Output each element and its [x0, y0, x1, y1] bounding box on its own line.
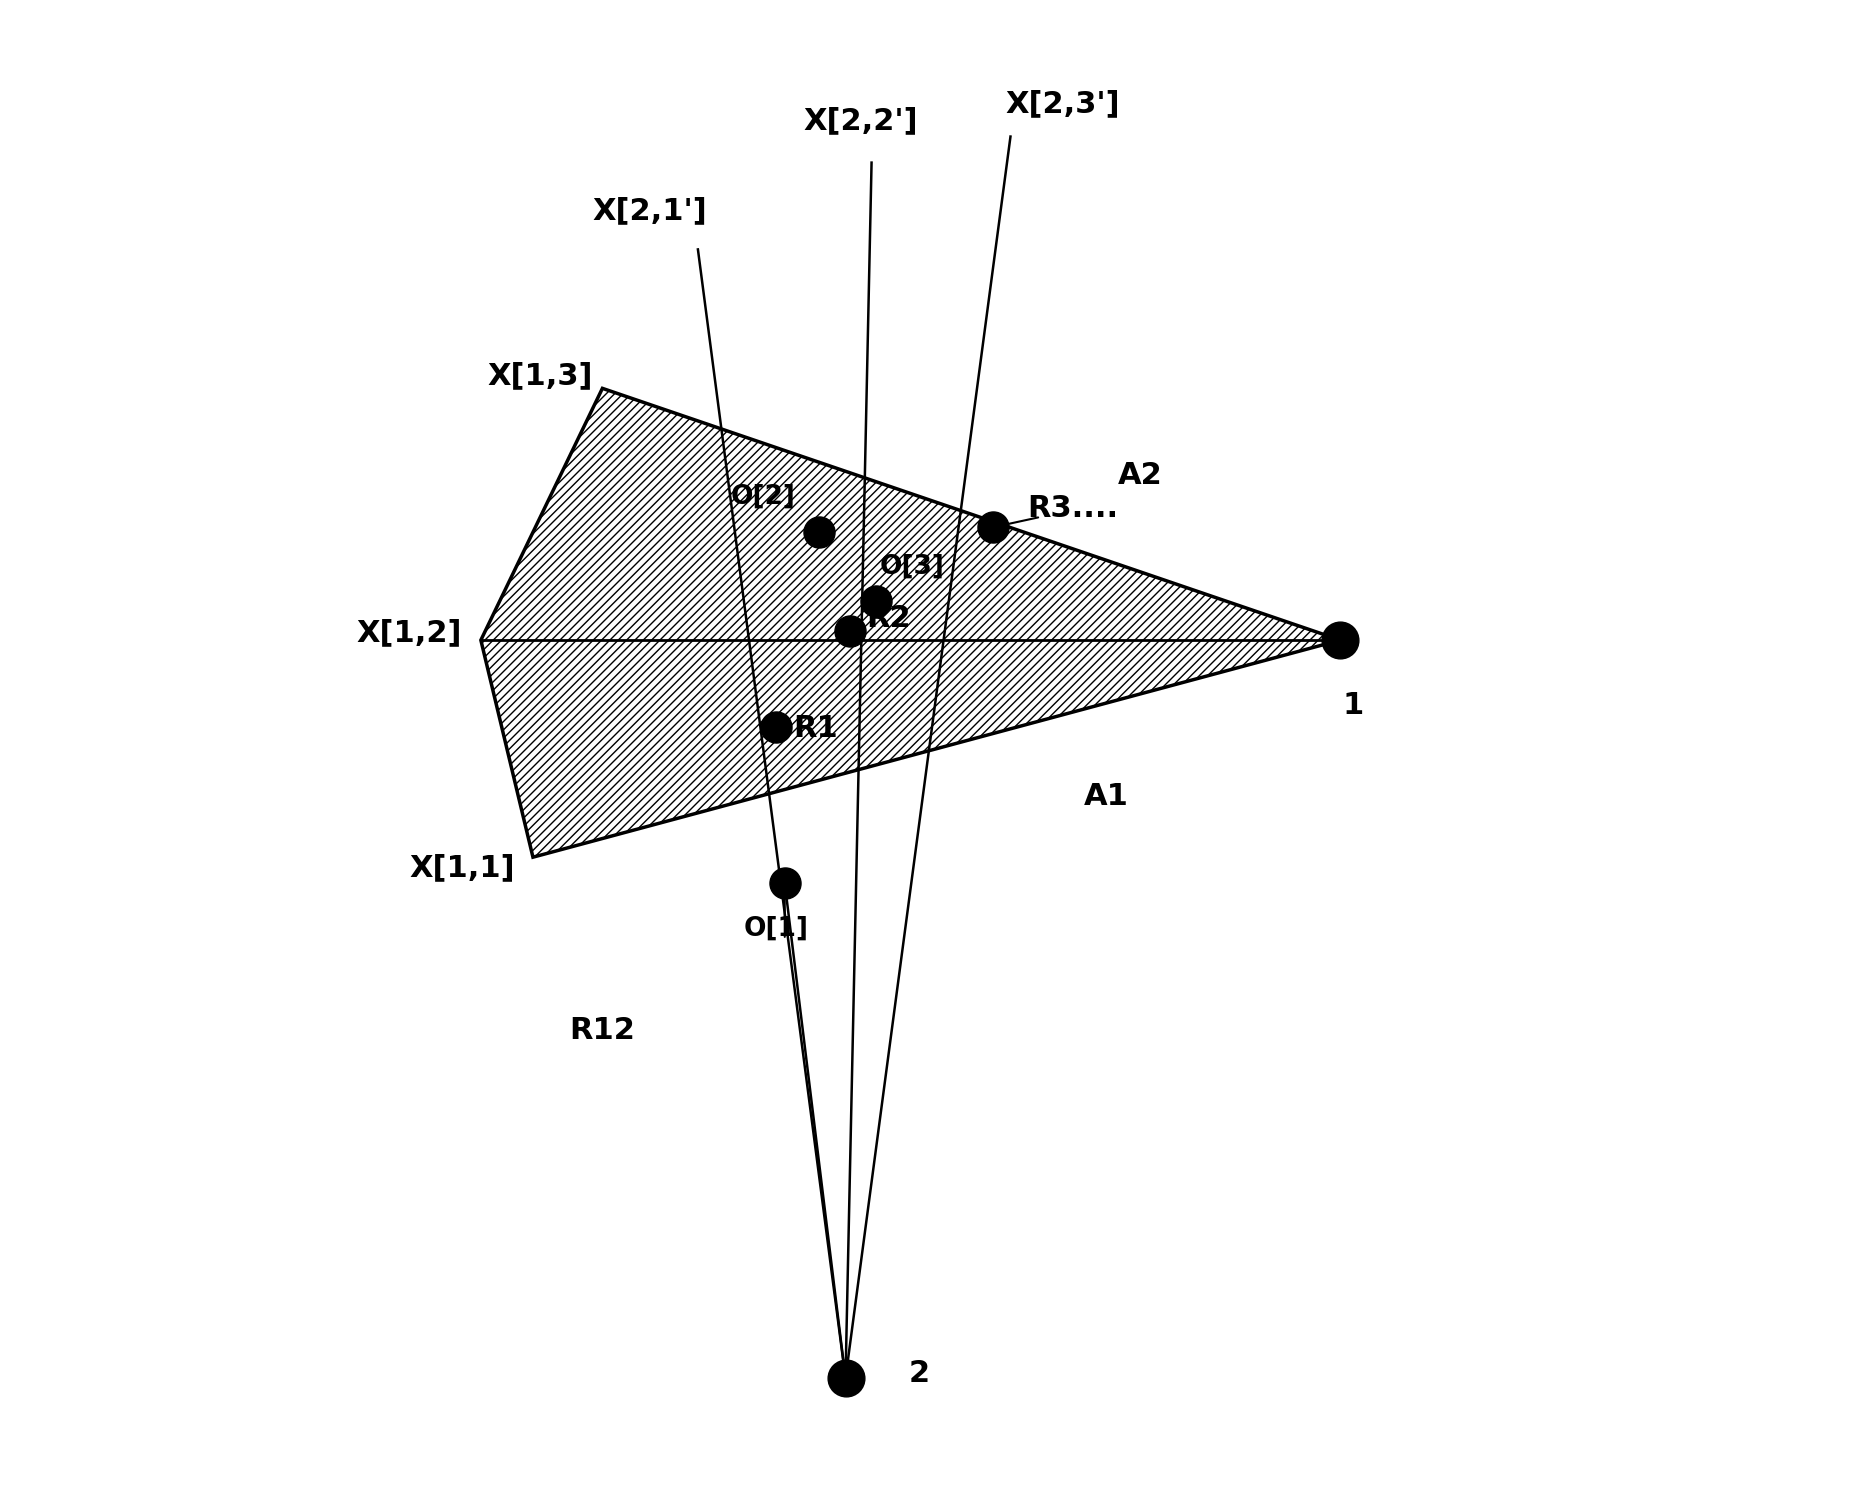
Text: X[2,1']: X[2,1'] [592, 196, 707, 224]
Text: O[3]: O[3] [879, 553, 944, 580]
Text: X[2,3']: X[2,3'] [1005, 89, 1119, 117]
Point [805, 520, 835, 544]
Text: A2: A2 [1119, 461, 1163, 489]
Text: R2: R2 [866, 604, 911, 633]
Text: A1: A1 [1083, 782, 1128, 810]
Text: O[1]: O[1] [744, 916, 809, 941]
Text: 2: 2 [909, 1360, 929, 1389]
Text: X[2,2']: X[2,2'] [803, 107, 918, 136]
Text: R12: R12 [569, 1017, 634, 1045]
Point [978, 515, 1007, 539]
Point [861, 589, 890, 613]
Text: 1: 1 [1341, 691, 1363, 720]
Point [770, 870, 800, 895]
Point [1324, 628, 1354, 652]
Text: X[1,3]: X[1,3] [486, 361, 592, 390]
Text: X[1,1]: X[1,1] [408, 852, 514, 883]
Text: X[1,2]: X[1,2] [356, 619, 462, 648]
Text: O[2]: O[2] [731, 483, 796, 511]
Point [831, 1366, 861, 1390]
Polygon shape [480, 389, 1339, 857]
Point [761, 715, 790, 739]
Text: R1: R1 [792, 714, 837, 742]
Text: R3....: R3.... [1028, 494, 1119, 523]
Point [835, 619, 864, 643]
